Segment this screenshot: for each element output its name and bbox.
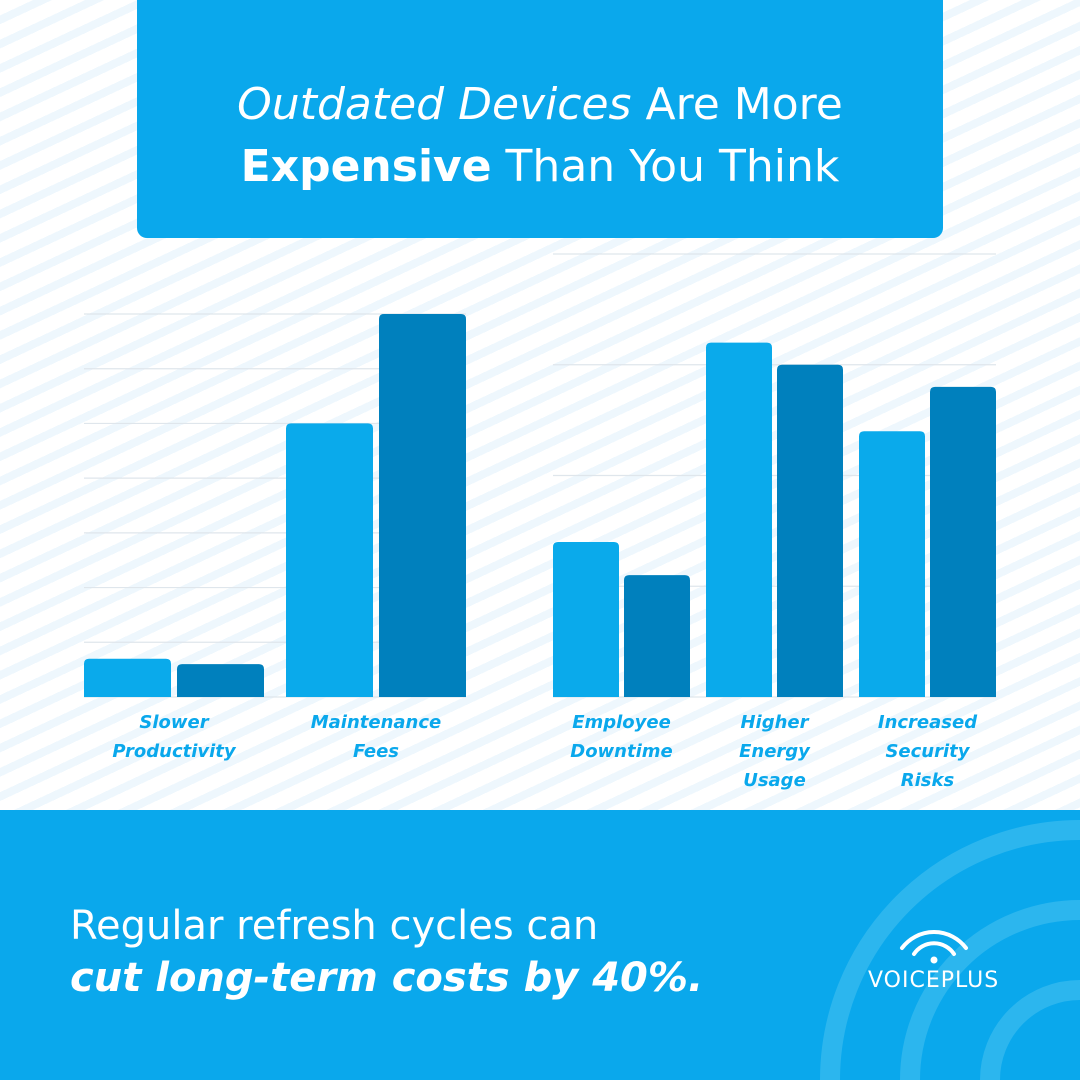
category-label: Slower Productivity [104, 708, 244, 766]
arc-inner [980, 980, 1080, 1080]
category-label-line: Slower [139, 712, 209, 733]
logo-text: VOICEPLUS [868, 968, 1000, 993]
bar-increased-security-risks-light [859, 431, 925, 697]
title-part: Than You Think [491, 141, 840, 192]
arc-outer [820, 820, 1080, 1080]
tagline-line-1: Regular refresh cycles can [70, 903, 599, 949]
category-label-line: Maintenance [310, 712, 442, 733]
category-label-line: Energy [739, 741, 810, 762]
category-label: Maintenance Fees [306, 708, 446, 766]
category-label-line: Increased [877, 712, 978, 733]
category-label-line: Risks [900, 770, 955, 791]
wifi-signal-icon [899, 930, 968, 964]
title-bold: Expensive [240, 141, 492, 192]
category-label: Higher Energy Usage [705, 708, 845, 795]
title-line-2: Expensive Than You Think [137, 136, 943, 198]
title-line-1: Outdated Devices Are More [137, 74, 943, 136]
arc-middle [900, 900, 1080, 1080]
category-label-line: Productivity [112, 741, 236, 762]
bar-slower-productivity-dark [177, 664, 264, 697]
tagline: Regular refresh cycles can cut long-term… [70, 900, 703, 1004]
bar-higher-energy-usage-dark [777, 364, 843, 697]
category-label: Increased Security Risks [858, 708, 998, 795]
title-italic: Outdated Devices [237, 79, 632, 130]
bar-increased-security-risks-dark [930, 386, 996, 697]
category-label-line: Fees [352, 741, 400, 762]
bar-higher-energy-usage-light [706, 342, 772, 697]
category-label: Employee Downtime [552, 708, 692, 766]
footer-band: Regular refresh cycles can cut long-term… [0, 810, 1080, 1080]
bar-maintenance-fees-dark [379, 314, 466, 697]
bar-employee-downtime-dark [624, 575, 690, 697]
decorative-arcs [820, 820, 1080, 1080]
category-label-line: Downtime [570, 741, 673, 762]
category-label-line: Usage [743, 770, 806, 791]
bar-slower-productivity-light [84, 658, 171, 697]
category-label-line: Employee [572, 712, 671, 733]
bar-employee-downtime-light [553, 541, 619, 697]
bar-charts [84, 253, 996, 698]
title-banner: Outdated Devices Are More Expensive Than… [137, 0, 943, 238]
category-label-line: Security [885, 741, 970, 762]
voiceplus-logo: VOICEPLUS [868, 922, 999, 993]
bar-maintenance-fees-light [286, 423, 373, 697]
title-part: Are More [631, 79, 843, 130]
tagline-line-2: cut long-term costs by 40%. [70, 955, 704, 1001]
category-label-line: Higher [740, 712, 809, 733]
